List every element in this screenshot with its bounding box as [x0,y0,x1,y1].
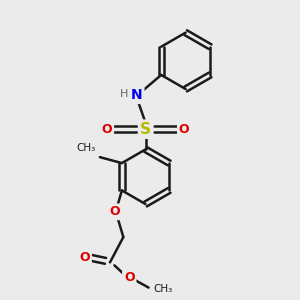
Text: S: S [140,122,151,137]
Text: O: O [109,205,120,218]
Text: CH₃: CH₃ [153,284,172,294]
Text: O: O [124,271,135,284]
Text: O: O [102,123,112,136]
Text: N: N [131,88,142,102]
Text: O: O [80,251,90,264]
Text: O: O [179,123,190,136]
Text: CH₃: CH₃ [77,143,96,153]
Text: H: H [120,88,128,98]
